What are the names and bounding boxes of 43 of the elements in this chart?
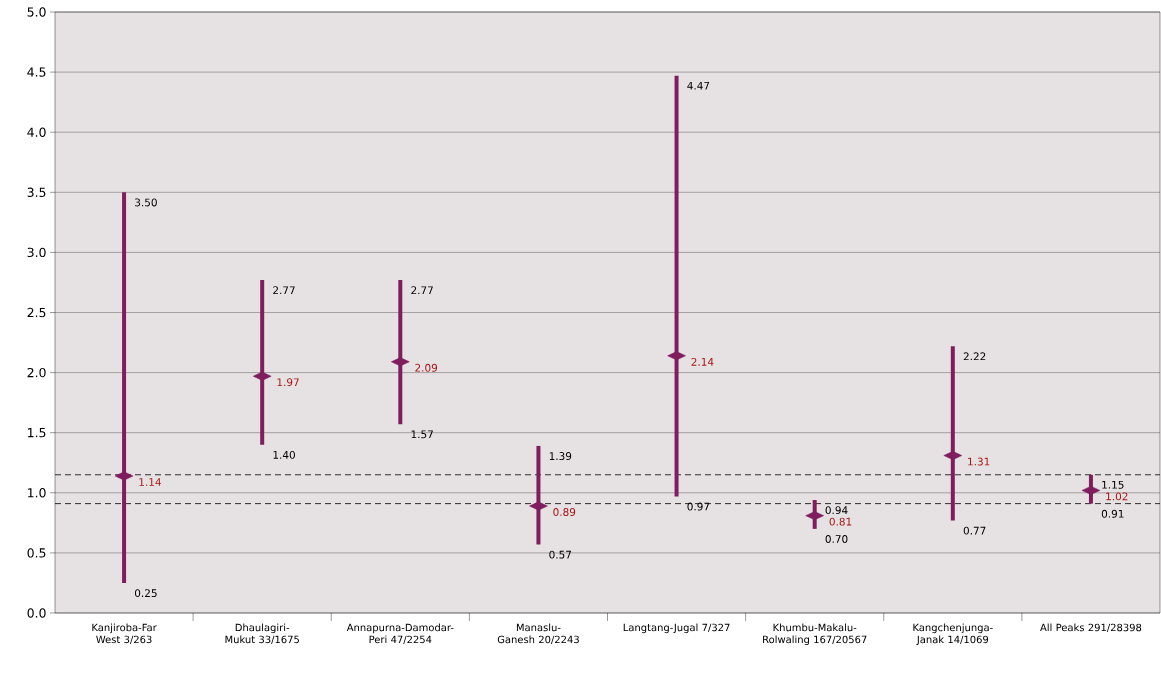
x-tick-label: All Peaks 291/28398 [1040, 623, 1142, 633]
data-label: 1.02 [1106, 492, 1128, 501]
annotation: 0.57 [549, 550, 572, 559]
x-tick-label: Manaslu-Ganesh 20/2243 [497, 623, 579, 644]
y-tick-label: 2.0 [27, 367, 46, 378]
y-tick-label: 2.5 [27, 307, 46, 318]
y-tick-label: 5.0 [27, 7, 46, 17]
y-tick-label: 3.5 [27, 187, 46, 197]
annotation: 1.40 [273, 450, 295, 459]
y-tick-label: 3.0 [27, 247, 46, 258]
annotation: 0.91 [1101, 509, 1124, 518]
annotation: 0.25 [134, 589, 157, 598]
annotation: 0.97 [687, 502, 710, 511]
y-tick-label: 1.5 [28, 428, 46, 438]
annotation: 1.57 [411, 430, 433, 439]
annotation: 4.47 [687, 81, 710, 90]
y-tick-label: 4.0 [27, 127, 46, 137]
annotation: 1.15 [1102, 480, 1124, 489]
data-label: 1.14 [139, 478, 161, 486]
x-tick-label: Langtang-Jugal 7/327 [623, 623, 730, 634]
data-label: 1.31 [968, 457, 990, 466]
y-tick-label: 1.0 [28, 488, 46, 498]
data-label: 2.09 [415, 363, 438, 372]
data-label: 0.89 [553, 508, 576, 516]
x-tick-label: Khumbu-Makalu-Rolwaling 167/20567 [763, 623, 867, 646]
y-tick-label: 0.0 [27, 608, 46, 618]
annotation: 1.39 [549, 452, 572, 461]
x-tick-label: Dhaulagiri-Mukut 33/1675 [225, 623, 299, 644]
annotation: 0.94 [825, 506, 848, 515]
data-label: 1.97 [277, 378, 299, 387]
y-tick-label: 4.5 [27, 67, 46, 77]
x-tick-label: Kangchenjunga-Janak 14/1069 [913, 623, 993, 646]
annotation: 3.50 [135, 198, 157, 207]
x-tick-label: Annapurna-Damodar-Peri 47/2254 [346, 623, 454, 644]
annotation: 0.70 [825, 535, 848, 543]
annotation: 2.77 [411, 286, 433, 295]
annotation: 0.77 [963, 526, 986, 535]
y-tick-label: 0.5 [27, 548, 46, 558]
annotation: 2.22 [963, 352, 986, 361]
data-label: 2.14 [691, 357, 714, 366]
x-tick-label: Kanjiroba-Far West 3/263 [92, 623, 157, 644]
annotation: 2.77 [273, 286, 295, 295]
data-label: 0.81 [829, 517, 852, 526]
